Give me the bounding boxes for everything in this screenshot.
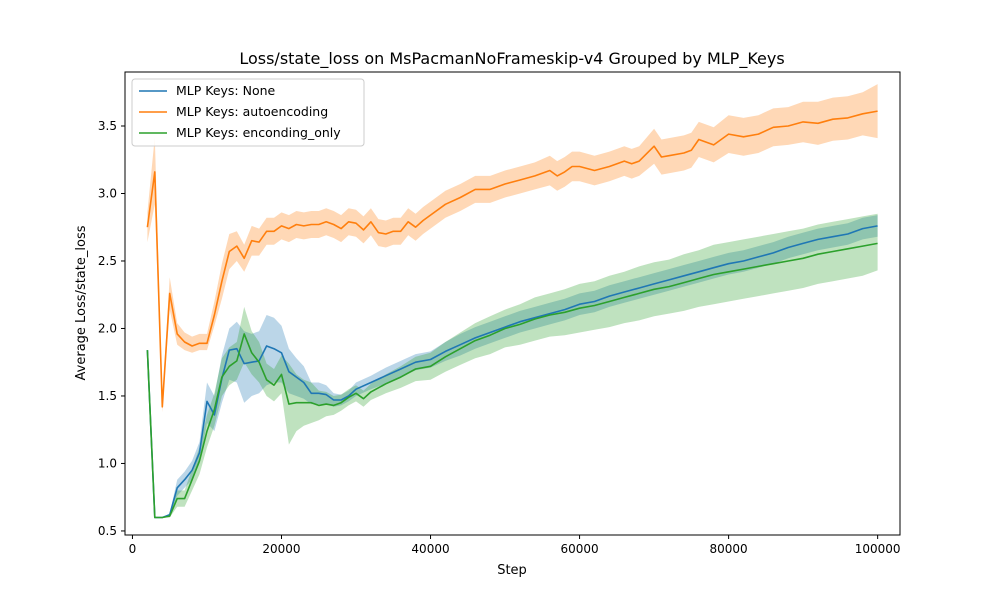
y-tick-label: 3.5 (98, 119, 117, 133)
line-series-1 (146, 110, 878, 408)
band-series-0 (147, 215, 878, 518)
legend-label: MLP Keys: None (176, 83, 276, 98)
y-tick-label: 3.0 (98, 186, 117, 200)
line-series-0 (146, 225, 878, 519)
legend-box (131, 78, 365, 147)
line-series-2 (146, 242, 878, 519)
y-tick-label: 2.5 (98, 254, 117, 268)
y-tick-label: 2.0 (98, 321, 117, 335)
x-axis-ticks: 0 20000 40000 60000 80000 100000 (129, 535, 901, 556)
band-series-2 (147, 213, 878, 518)
y-tick-label: 0.5 (98, 524, 117, 538)
plot-frame (124, 71, 901, 536)
y-tick-label: 1.0 (98, 456, 117, 470)
x-tick-label: 0 (129, 542, 137, 556)
x-tick-label: 40000 (411, 542, 449, 556)
legend: MLP Keys: None MLP Keys: autoencoding MLP … (131, 78, 365, 147)
legend-label: MLP Keys: autoencoding (176, 104, 328, 119)
chart-title: Loss/state_loss on MsPacmanNoFrameskip-v… (239, 49, 784, 69)
band-series-1 (147, 84, 878, 413)
series-lines (146, 110, 878, 519)
x-axis-label: Step (497, 563, 527, 578)
y-axis-ticks: 0.5 1.0 1.5 2.0 2.5 3.0 3.5 (98, 119, 125, 538)
y-tick-label: 1.5 (98, 389, 117, 403)
x-tick-label: 100000 (855, 542, 901, 556)
x-tick-label: 80000 (710, 542, 748, 556)
x-tick-label: 20000 (262, 542, 300, 556)
x-tick-label: 60000 (560, 542, 598, 556)
y-axis-label: Average Loss/state_loss (74, 225, 89, 380)
confidence-bands (147, 84, 878, 518)
legend-label: MLP Keys: enconding_only (176, 125, 341, 140)
